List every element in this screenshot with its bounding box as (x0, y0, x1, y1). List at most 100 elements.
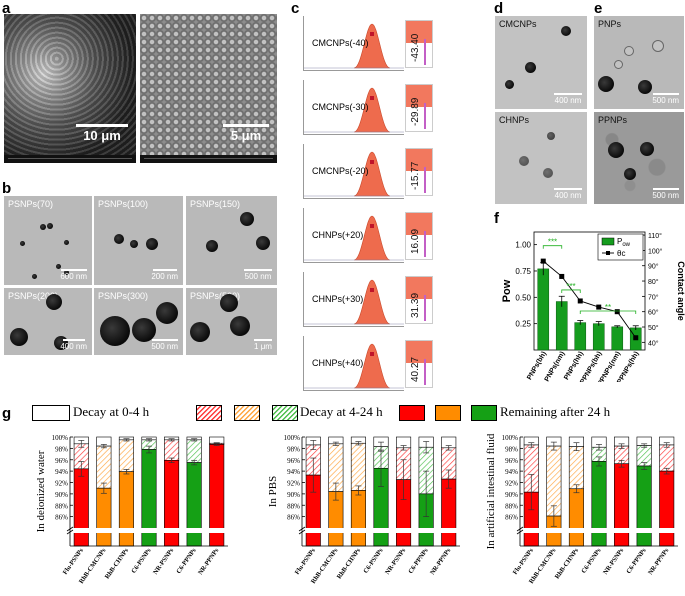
legend-swatch-decay-4-24-orange (234, 405, 260, 421)
y-axis-title: Pow (501, 279, 513, 302)
legend-swatch-pow (601, 237, 615, 246)
zeta-potential-value: -43.40 (410, 33, 421, 62)
x-tick-label: Flu-PSNPs (512, 547, 535, 576)
legend-label-decay-0-4: Decay at 0-4 h (73, 404, 150, 419)
image-label: PPNPs (598, 115, 628, 125)
x-tick-label: Flu-PSNPs (62, 547, 85, 576)
x-tick-label: NR-PPNPs (647, 547, 671, 577)
sem-image-left: 10 μm (4, 14, 136, 163)
x-tick-label: C6-PSNPs (580, 547, 603, 575)
zeta-row: CHNPs(+30) 31.39 (297, 270, 457, 330)
bar-remaining (659, 470, 675, 547)
y-tick-label: 0.50 (515, 293, 531, 302)
tem-image-psnps-300: PSNPs(300) 500 nm (94, 288, 183, 355)
significance-bracket (579, 310, 637, 315)
legend-swatch-decay-0-4 (32, 405, 70, 421)
y2-tick-label: 100° (648, 247, 663, 255)
y-tick-label: 86% (287, 514, 300, 522)
scale-bar: 500 nm (244, 269, 272, 281)
zeta-distribution-plot: CHNPs(+40) (303, 336, 404, 391)
zeta-row: CHNPs(+40) 40.27 (297, 334, 457, 394)
scale-bar: 600 nm (60, 269, 87, 281)
y2-tick-label: 90° (648, 263, 659, 271)
legend-swatch-remaining-green (471, 405, 497, 421)
contact-angle-marker (559, 273, 565, 279)
zeta-distribution-plot: CHNPs(+20) (303, 208, 404, 263)
y-tick-label: 86% (55, 514, 68, 522)
x-tick-label: C6-PPNPs (625, 547, 648, 575)
zeta-sample-label: CMCNPs(-40) (312, 38, 369, 48)
zeta-distribution-plot: CMCNPs(-30) (303, 80, 404, 135)
zeta-value-box (405, 340, 433, 388)
zeta-potential-value: -29.89 (410, 97, 421, 126)
x-tick-label: C6-PPNPs (175, 547, 198, 575)
image-label: PSNPs(300) (98, 291, 149, 301)
bar-remaining (73, 468, 89, 547)
significance-label: *** (548, 238, 557, 247)
bar-decay-4-24 (96, 445, 112, 489)
y-tick-label: 92% (55, 480, 68, 488)
pow-bar (611, 326, 624, 351)
zeta-row: CHNPs(+20) 16.09 (297, 206, 457, 266)
y-tick-label: 90% (287, 491, 300, 499)
y-tick-label: 88% (55, 502, 68, 510)
tem-image-cmcnps: CMCNPs 400 nm (495, 16, 587, 109)
y2-tick-label: 50° (648, 324, 659, 332)
zeta-value-box (405, 20, 433, 68)
y-tick-label: 86% (505, 514, 518, 522)
x-tick-label: NR-PSNPs (152, 547, 175, 576)
bar-remaining (350, 490, 366, 547)
y-tick-label: 98% (287, 445, 300, 453)
y-tick-label: 100% (284, 434, 301, 442)
zeta-sample-label: CHNPs(+30) (312, 294, 364, 304)
y-axis-title: In PBS (267, 476, 279, 508)
contact-angle-line (542, 260, 637, 339)
zeta-potential-value: 40.27 (410, 356, 421, 382)
legend-swatch-remaining-red (399, 405, 425, 421)
y2-tick-label: 40° (648, 339, 659, 347)
legend-label-decay-4-24: Decay at 4-24 h (300, 404, 383, 419)
bar-decay-4-24 (118, 439, 134, 472)
tem-image-psnps-100: PSNPs(100) 200 nm (94, 196, 183, 285)
scale-bar: 400 nm (554, 93, 582, 105)
bar-remaining (441, 478, 457, 547)
bar-remaining (636, 465, 652, 547)
axis-break-mark (66, 526, 74, 532)
contact-angle-marker (614, 309, 620, 315)
y-axis-title: In artificial intestinal fluid (485, 433, 497, 549)
bar-remaining (186, 462, 202, 547)
legend-label-theta: θc (617, 249, 625, 258)
zeta-value-box (405, 212, 433, 260)
x-tick-label: RhB-CHNPs (104, 547, 131, 581)
y-tick-label: 0.75 (515, 267, 531, 276)
tem-image-pnps: PNPs 500 nm (594, 16, 684, 109)
legend-swatch-decay-4-24-green (272, 405, 298, 421)
legend-swatch-theta (606, 251, 610, 255)
y-tick-label: 92% (505, 480, 518, 488)
pow-bar (537, 268, 550, 351)
zeta-row: CMCNPs(-40) -43.40 (297, 14, 457, 74)
legend-label-pow: Pow (617, 237, 631, 248)
tem-image-ppnps: PPNPs 500 nm (594, 112, 684, 204)
image-label: PSNPs(70) (8, 199, 54, 209)
x-tick-label: NR-PPNPs (429, 547, 453, 577)
bar-remaining (614, 463, 630, 547)
x-tick-label: Flu-PSNPs (294, 547, 317, 576)
tem-image-chnps: CHNPs 400 nm (495, 112, 587, 204)
tem-image-psnps-200: PSNPs(200) 400 nm (4, 288, 92, 355)
panel-letter-c: c (291, 0, 300, 17)
scale-bar-a-left: 10 μm (76, 124, 128, 143)
scale-bar: 1 μm (254, 339, 272, 351)
scale-label: 10 μm (83, 128, 121, 143)
zeta-potential-value: -15.77 (410, 161, 421, 190)
axis-break-mark (298, 526, 306, 532)
zeta-distribution-plot: CMCNPs(-20) (303, 144, 404, 199)
zeta-row: CMCNPs(-30) -29.89 (297, 78, 457, 138)
scale-bar: 500 nm (652, 93, 679, 105)
y-tick-label: 0.25 (515, 320, 531, 329)
axis-break-band (70, 528, 228, 533)
legend-label-remaining: Remaining after 24 h (500, 404, 611, 419)
